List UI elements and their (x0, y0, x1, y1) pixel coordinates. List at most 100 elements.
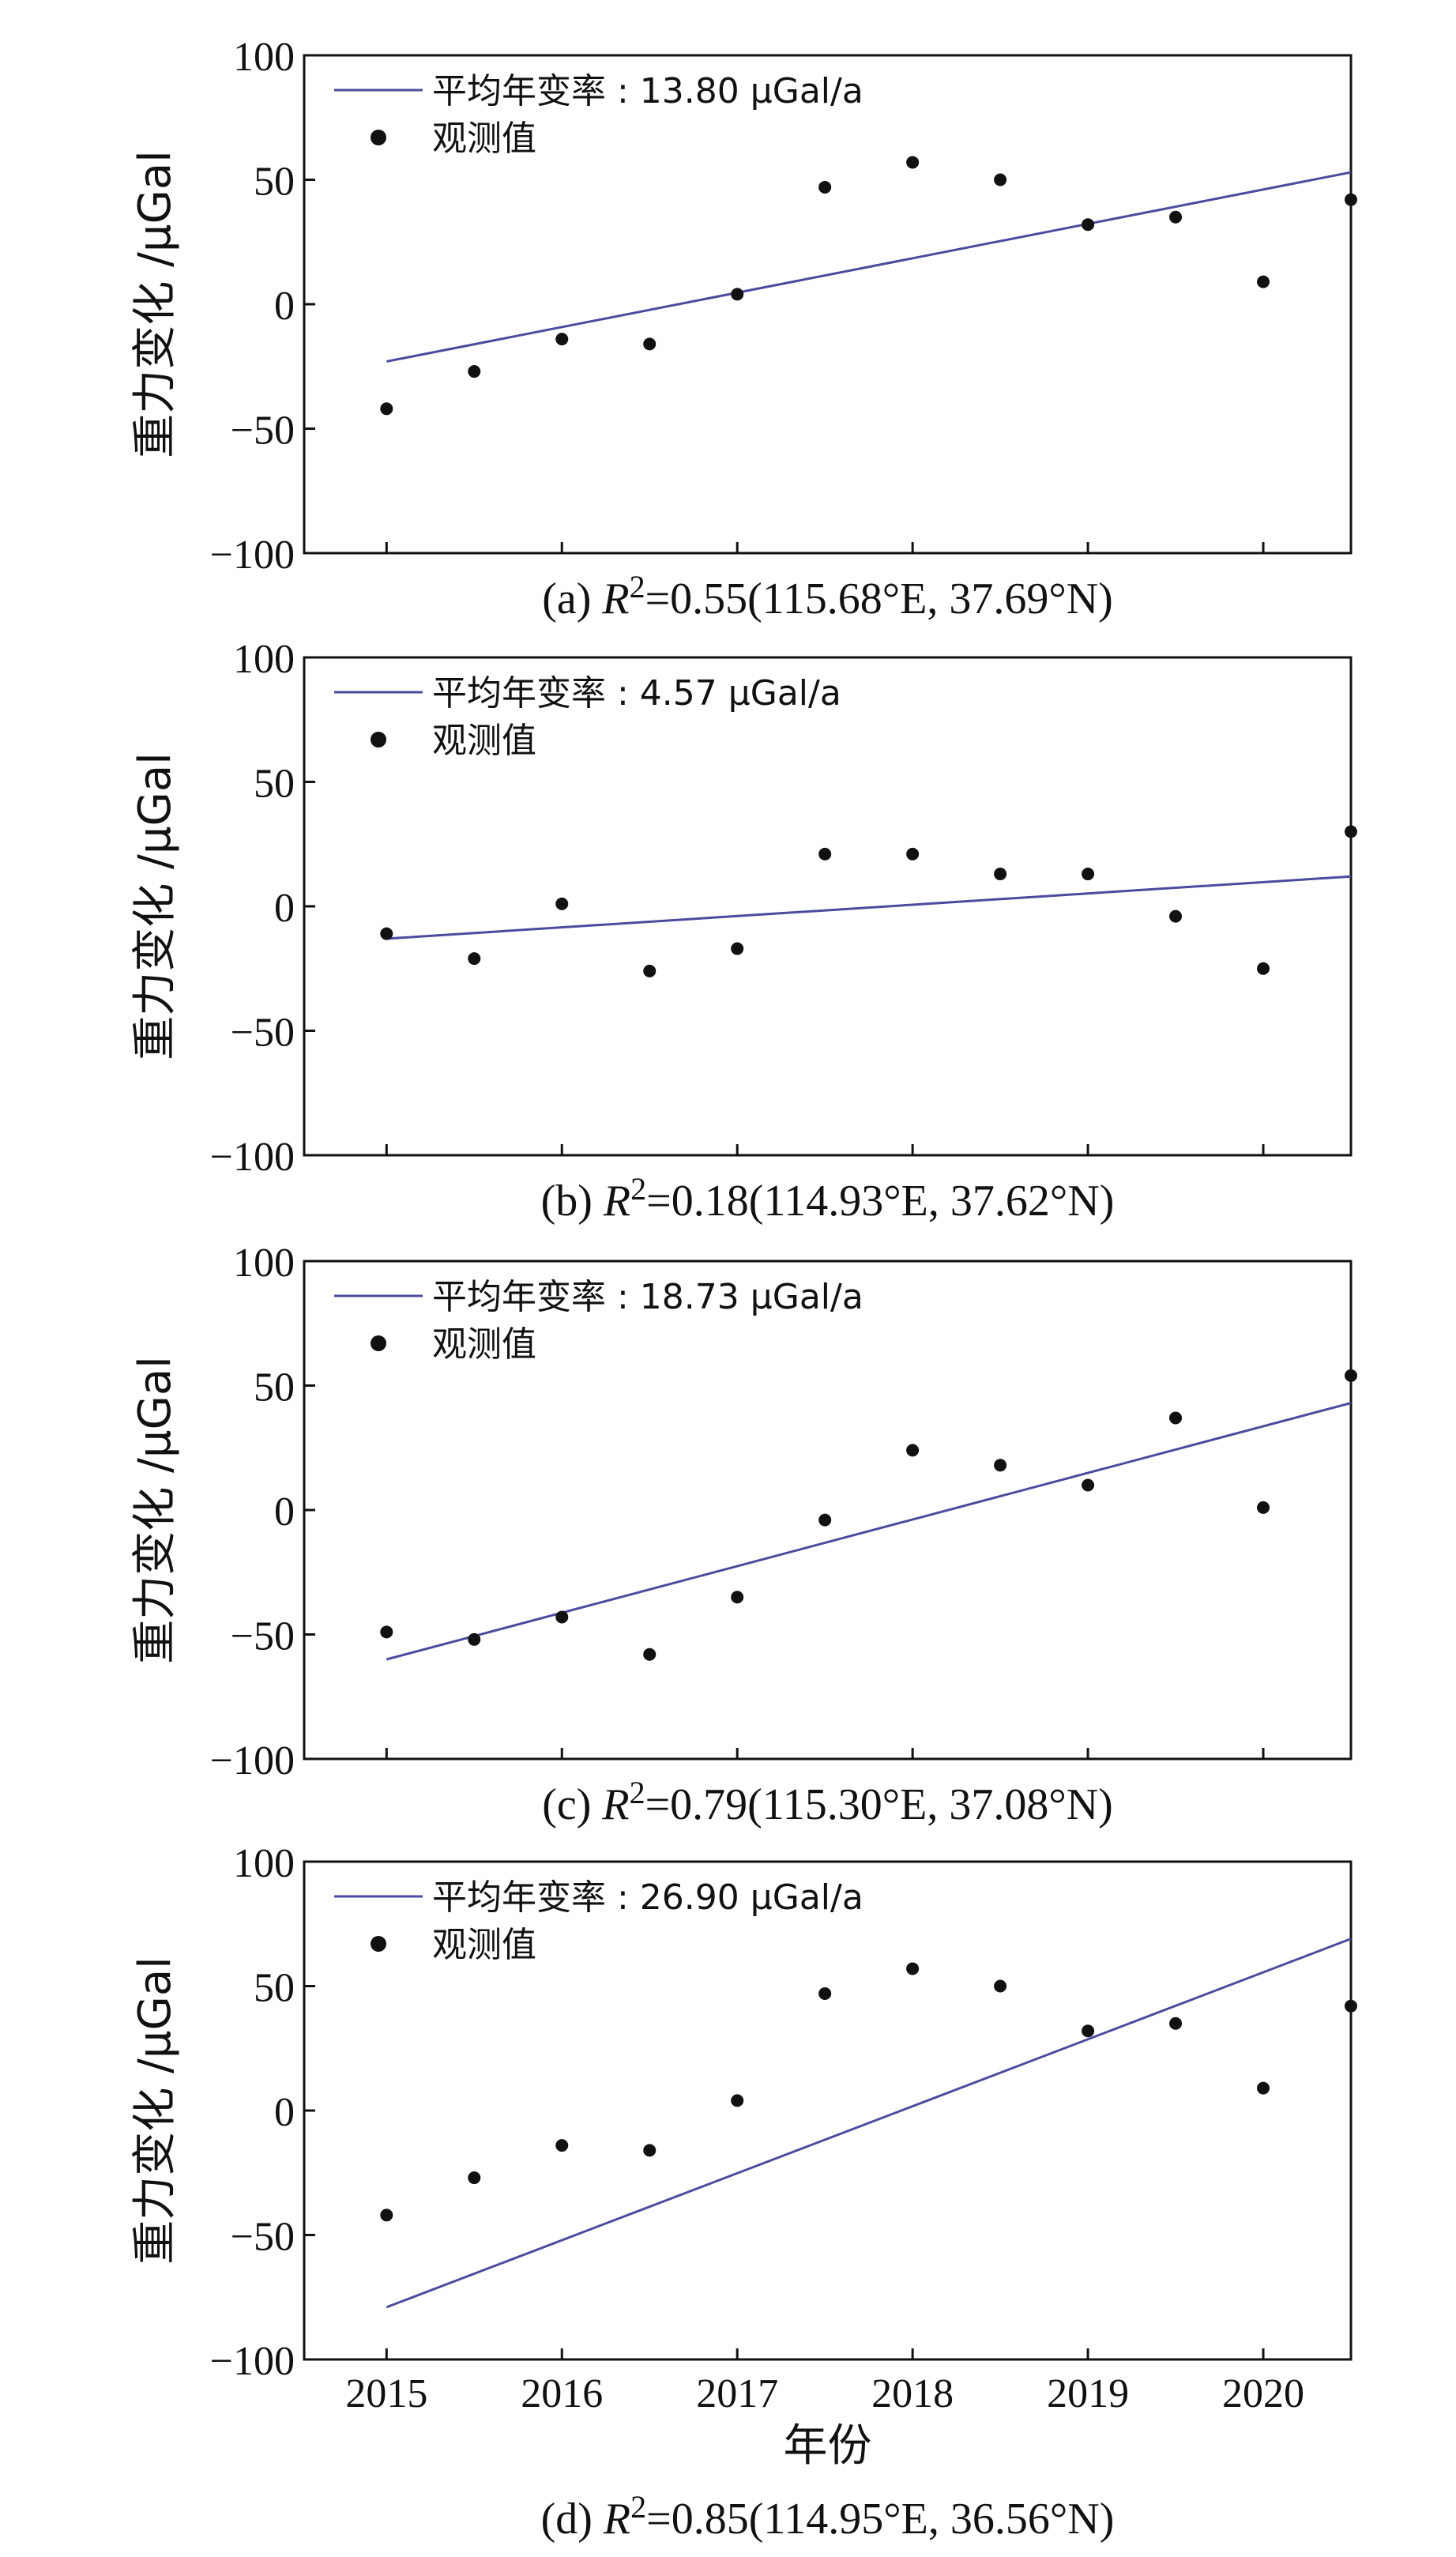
data-point (994, 1459, 1007, 1472)
y-tick-label: 100 (233, 1841, 295, 1886)
data-point (994, 868, 1007, 881)
legend: 平均年变率 : 4.57 μGal/a 观测值 (334, 673, 841, 761)
y-tick-label: −100 (210, 2339, 295, 2384)
data-point (555, 2139, 569, 2152)
data-point (380, 402, 393, 416)
legend-line-label: 平均年变率 : 18.73 μGal/a (432, 1277, 863, 1317)
y-tick-label: 0 (274, 1489, 295, 1535)
legend: 平均年变率 : 26.90 μGal/a 观测值 (334, 1877, 863, 1965)
data-point (643, 1648, 657, 1661)
legend-point-label: 观测值 (432, 119, 536, 159)
data-point (1345, 825, 1357, 838)
x-tick-label: 2020 (1222, 2371, 1304, 2416)
caption-superscript: 2 (630, 569, 645, 604)
panel-caption: (c) R2=0.79(115.30°E, 37.08°N) (542, 1775, 1113, 1829)
data-point (818, 847, 832, 860)
caption-r: R (601, 574, 629, 623)
data-point (555, 1610, 569, 1624)
data-point (1082, 1478, 1095, 1492)
x-tick-label: 2015 (345, 2371, 427, 2416)
chart-panel-c: 100 50 0 −50 −100 重力变化 /μGal 平均年变率 : 18.73 μGa… (130, 1241, 1357, 1829)
fit-line-series-1 (386, 1402, 1352, 1661)
y-tick-label: −50 (231, 2215, 295, 2260)
y-tick-label: 50 (254, 160, 295, 205)
data-point (994, 173, 1007, 186)
chart-panel-a: 100 50 0 −50 −100 重力变化 /μGal 平均年变率 : 13.80 μGa… (130, 35, 1357, 623)
y-axis-title: 重力变化 /μGal (130, 752, 181, 1060)
y-tick-label: 50 (254, 1365, 295, 1410)
y-axis-title: 重力变化 /μGal (130, 150, 181, 458)
x-axis-title: 年份 (784, 2420, 872, 2472)
data-point (1345, 1369, 1357, 1382)
data-point (731, 942, 744, 955)
legend-line-label: 平均年变率 : 26.90 μGal/a (432, 1877, 863, 1918)
data-point (818, 180, 832, 194)
data-point (906, 156, 920, 169)
data-point (1082, 2024, 1095, 2038)
legend-point-swatch (371, 732, 386, 748)
y-axis-title: 重力变化 /μGal (130, 1956, 181, 2265)
legend-line-label: 平均年变率 : 4.57 μGal/a (432, 673, 841, 714)
x-tick-label: 2019 (1047, 2371, 1129, 2416)
data-point (380, 2209, 393, 2222)
y-tick-label: 100 (233, 35, 295, 80)
data-point (731, 288, 744, 301)
caption-superscript: 2 (630, 1775, 645, 1810)
y-tick-label: −100 (210, 533, 295, 578)
legend-point-label: 观测值 (432, 1324, 536, 1365)
data-point (1169, 2017, 1183, 2030)
data-point (468, 952, 481, 966)
caption-value: =0.55(115.68°E, 37.69°N) (645, 574, 1113, 623)
data-point (643, 337, 657, 351)
data-point (555, 897, 569, 910)
data-point (468, 2171, 481, 2185)
panel-caption: (a) R2=0.55(115.68°E, 37.69°N) (542, 569, 1113, 623)
data-point (468, 1632, 481, 1646)
caption-prefix: (c) (542, 1780, 602, 1829)
legend: 平均年变率 : 13.80 μGal/a 观测值 (334, 71, 863, 159)
y-tick-label: −50 (231, 409, 295, 454)
caption-superscript: 2 (630, 2489, 646, 2525)
data-point (1257, 962, 1270, 975)
caption-prefix: (b) (541, 1177, 604, 1226)
legend-line-label: 平均年变率 : 13.80 μGal/a (432, 71, 863, 111)
caption-superscript: 2 (630, 1171, 646, 1207)
data-point (818, 1513, 832, 1527)
data-point (1257, 2081, 1270, 2095)
caption-r: R (601, 1780, 629, 1829)
data-point (1082, 218, 1095, 232)
x-tick-label: 2016 (521, 2371, 603, 2416)
data-point (1169, 1411, 1183, 1425)
data-point (818, 1986, 832, 2000)
chart-panel-d: 100 50 0 −50 −100 2015 2016 2017 2018 2019 2020 重力变… (130, 1841, 1357, 2544)
caption-value: =0.85(114.95°E, 36.56°N) (646, 2495, 1114, 2544)
y-tick-label: 50 (254, 1966, 295, 2011)
caption-value: =0.79(115.30°E, 37.08°N) (645, 1780, 1113, 1829)
legend-point-swatch (371, 1335, 386, 1351)
data-point (731, 2094, 744, 2107)
x-tick-label: 2017 (696, 2371, 778, 2416)
caption-r: R (603, 2495, 630, 2544)
caption-value: =0.18(114.93°E, 37.62°N) (646, 1177, 1114, 1226)
data-point (380, 927, 393, 940)
data-point (1169, 210, 1183, 224)
data-point (555, 333, 569, 346)
data-point (1257, 275, 1270, 288)
y-tick-label: 0 (274, 886, 295, 931)
y-tick-label: 100 (233, 637, 295, 682)
data-point (906, 1962, 920, 1975)
legend-point-label: 观测值 (432, 1925, 536, 1965)
y-axis-title: 重力变化 /μGal (130, 1356, 181, 1664)
data-point (1082, 868, 1095, 881)
y-tick-label: −50 (231, 1011, 295, 1056)
fit-line-series-1 (386, 171, 1352, 363)
y-tick-label: −50 (231, 1614, 295, 1659)
fit-line-series-1 (386, 1938, 1352, 2309)
legend-point-swatch (371, 130, 386, 145)
data-point (731, 1591, 744, 1604)
x-tick-label: 2018 (871, 2371, 954, 2416)
data-point (994, 1979, 1007, 1993)
data-point (380, 1625, 393, 1639)
chart-panel-b: 100 50 0 −50 −100 重力变化 /μGal 平均年变率 : 4.57 μGal… (130, 637, 1357, 1226)
